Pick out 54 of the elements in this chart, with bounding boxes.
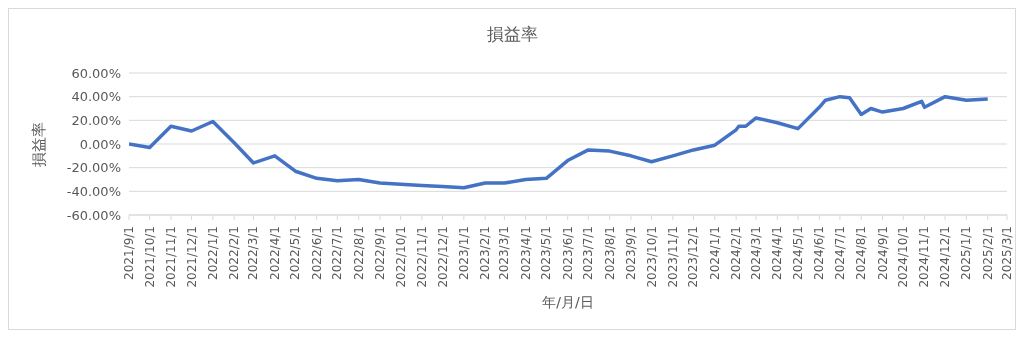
y-tick-label: 60.00% (71, 65, 121, 81)
x-tick-label: 2023/9/1 (623, 226, 638, 280)
x-tick-label: 2022/6/1 (309, 226, 324, 280)
x-tick-label: 2024/3/1 (749, 226, 764, 280)
x-tick-label: 2021/12/1 (184, 226, 199, 288)
x-tick-label: 2021/11/1 (163, 226, 178, 288)
x-tick-label: 2021/10/1 (142, 226, 157, 288)
x-tick-label: 2022/9/1 (372, 226, 387, 280)
x-tick-label: 2024/9/1 (875, 226, 890, 280)
x-tick-label: 2024/12/1 (938, 226, 953, 288)
line-series (129, 94, 990, 190)
y-axis-title: 損益率 (30, 121, 49, 167)
y-tick-label: -40.00% (66, 183, 121, 199)
x-tick-label: 2022/2/1 (227, 226, 242, 280)
x-tick-label: 2022/3/1 (246, 226, 261, 280)
x-tick-label: 2023/6/1 (560, 226, 575, 280)
x-tick-label: 2023/11/1 (665, 226, 680, 288)
y-tick-label: -20.00% (66, 160, 121, 176)
y-tick-label: -60.00% (66, 207, 121, 223)
x-tick-label: 2023/3/1 (497, 226, 512, 280)
x-tick-label: 2025/3/1 (1000, 226, 1014, 280)
x-tick-label: 2024/8/1 (854, 226, 869, 280)
x-tick-label: 2024/2/1 (729, 226, 744, 280)
x-axis-title: 年/月/日 (542, 294, 594, 310)
x-tick-label: 2021/9/1 (122, 226, 136, 280)
chart-title: 損益率 (485, 23, 539, 46)
x-tick-label: 2023/4/1 (518, 226, 533, 280)
x-tick-label: 2023/12/1 (686, 226, 701, 288)
x-tick-label: 2024/10/1 (896, 226, 911, 288)
x-tick-label: 2023/5/1 (539, 226, 554, 280)
x-tick-label: 2024/5/1 (790, 226, 805, 280)
y-tick-label: 40.00% (71, 89, 121, 105)
x-tick-label: 2022/5/1 (288, 226, 303, 280)
x-tick-label: 2022/1/1 (205, 226, 220, 280)
x-tick-label: 2024/7/1 (832, 226, 847, 280)
x-tick-label: 2024/11/1 (917, 226, 932, 288)
x-tick-label: 2023/8/1 (602, 226, 617, 280)
y-tick-label: 20.00% (71, 112, 121, 128)
x-tick-label: 2022/10/1 (393, 226, 408, 288)
x-tick-label: 2024/1/1 (707, 226, 722, 280)
x-tick-label: 2024/4/1 (770, 226, 785, 280)
x-tick-label: 2022/12/1 (435, 226, 450, 288)
x-tick-label: 2022/4/1 (267, 226, 282, 280)
x-tick-label: 2023/2/1 (478, 226, 493, 280)
x-tick-label: 2023/10/1 (644, 226, 659, 288)
x-tick-label: 2022/7/1 (330, 226, 345, 280)
x-tick-label: 2024/6/1 (812, 226, 827, 280)
x-tick-label: 2022/11/1 (414, 226, 429, 288)
x-tick-label: 2025/1/1 (959, 226, 974, 280)
x-tick-label: 2022/8/1 (351, 226, 366, 280)
y-tick-label: 0.00% (79, 136, 121, 152)
x-tick-label: 2025/2/1 (980, 226, 995, 280)
x-tick-label: 2023/1/1 (456, 226, 471, 280)
x-tick-label: 2023/7/1 (581, 226, 596, 280)
